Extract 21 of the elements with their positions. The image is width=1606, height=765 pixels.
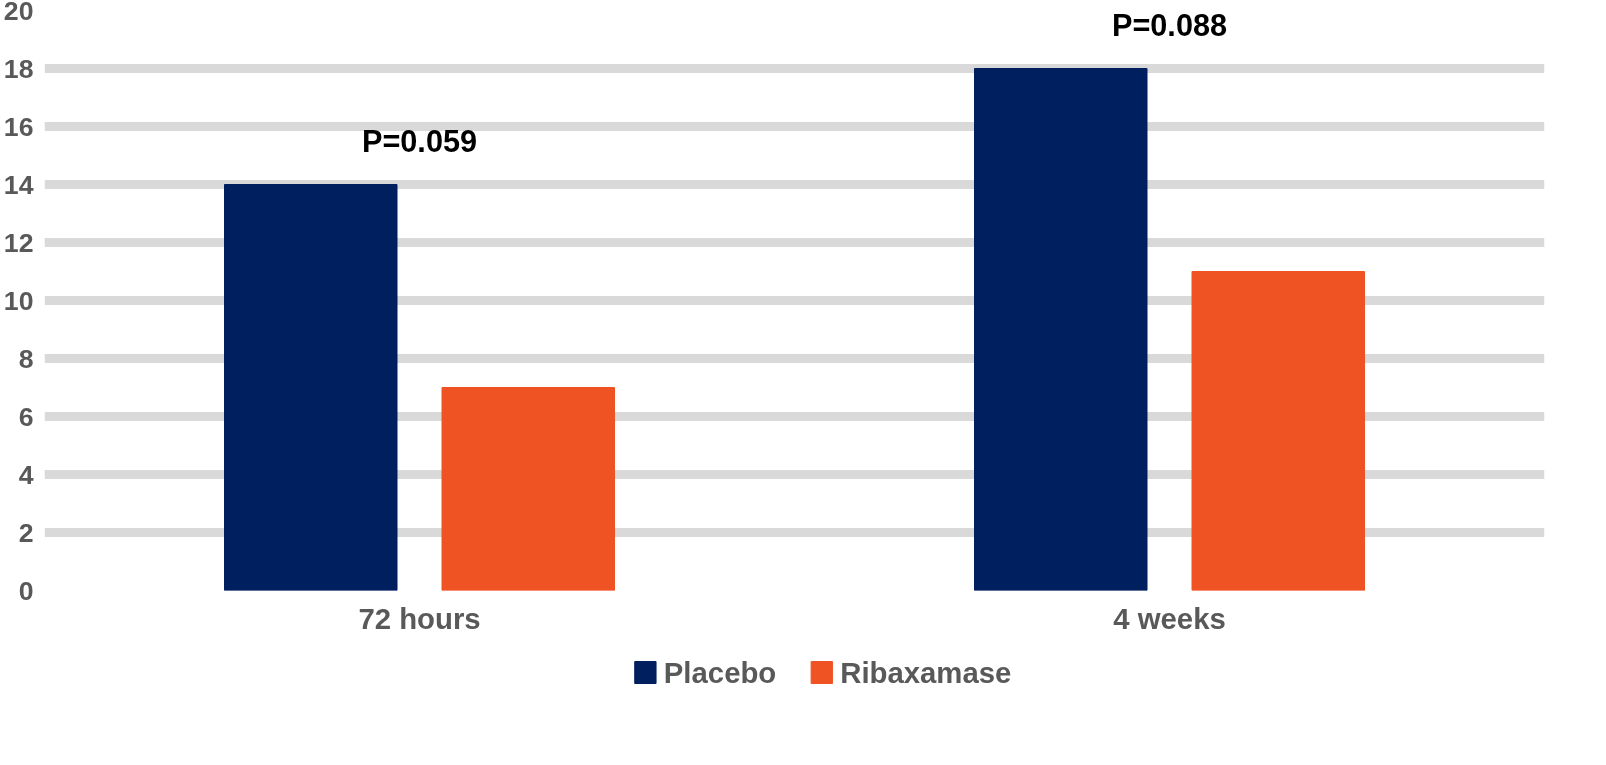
y-tick-label: 12: [3, 227, 34, 258]
x-tick-label: 72 hours: [358, 601, 481, 635]
bar: [974, 68, 1148, 591]
y-tick-label: 8: [18, 343, 34, 374]
x-tick-label: 4 weeks: [1113, 601, 1226, 635]
y-tick-label: 0: [18, 575, 34, 606]
y-tick-label: 20: [3, 0, 34, 26]
annotation: P=0.059: [361, 124, 478, 159]
bar: [224, 184, 398, 591]
y-tick-label: 16: [3, 111, 34, 142]
y-tick-label: 6: [18, 401, 34, 432]
bar: [1191, 271, 1365, 591]
y-tick-label: 14: [3, 169, 34, 200]
y-tick-label: 2: [18, 517, 34, 548]
y-tick-label: 10: [3, 285, 34, 316]
y-tick-label: 4: [18, 459, 34, 490]
annotation: P=0.088: [1111, 8, 1228, 43]
y-tick-label: 18: [3, 53, 34, 84]
bar: [441, 387, 615, 591]
legend-label: Ribaxamase: [840, 656, 1012, 689]
legend-label: Placebo: [663, 656, 777, 689]
